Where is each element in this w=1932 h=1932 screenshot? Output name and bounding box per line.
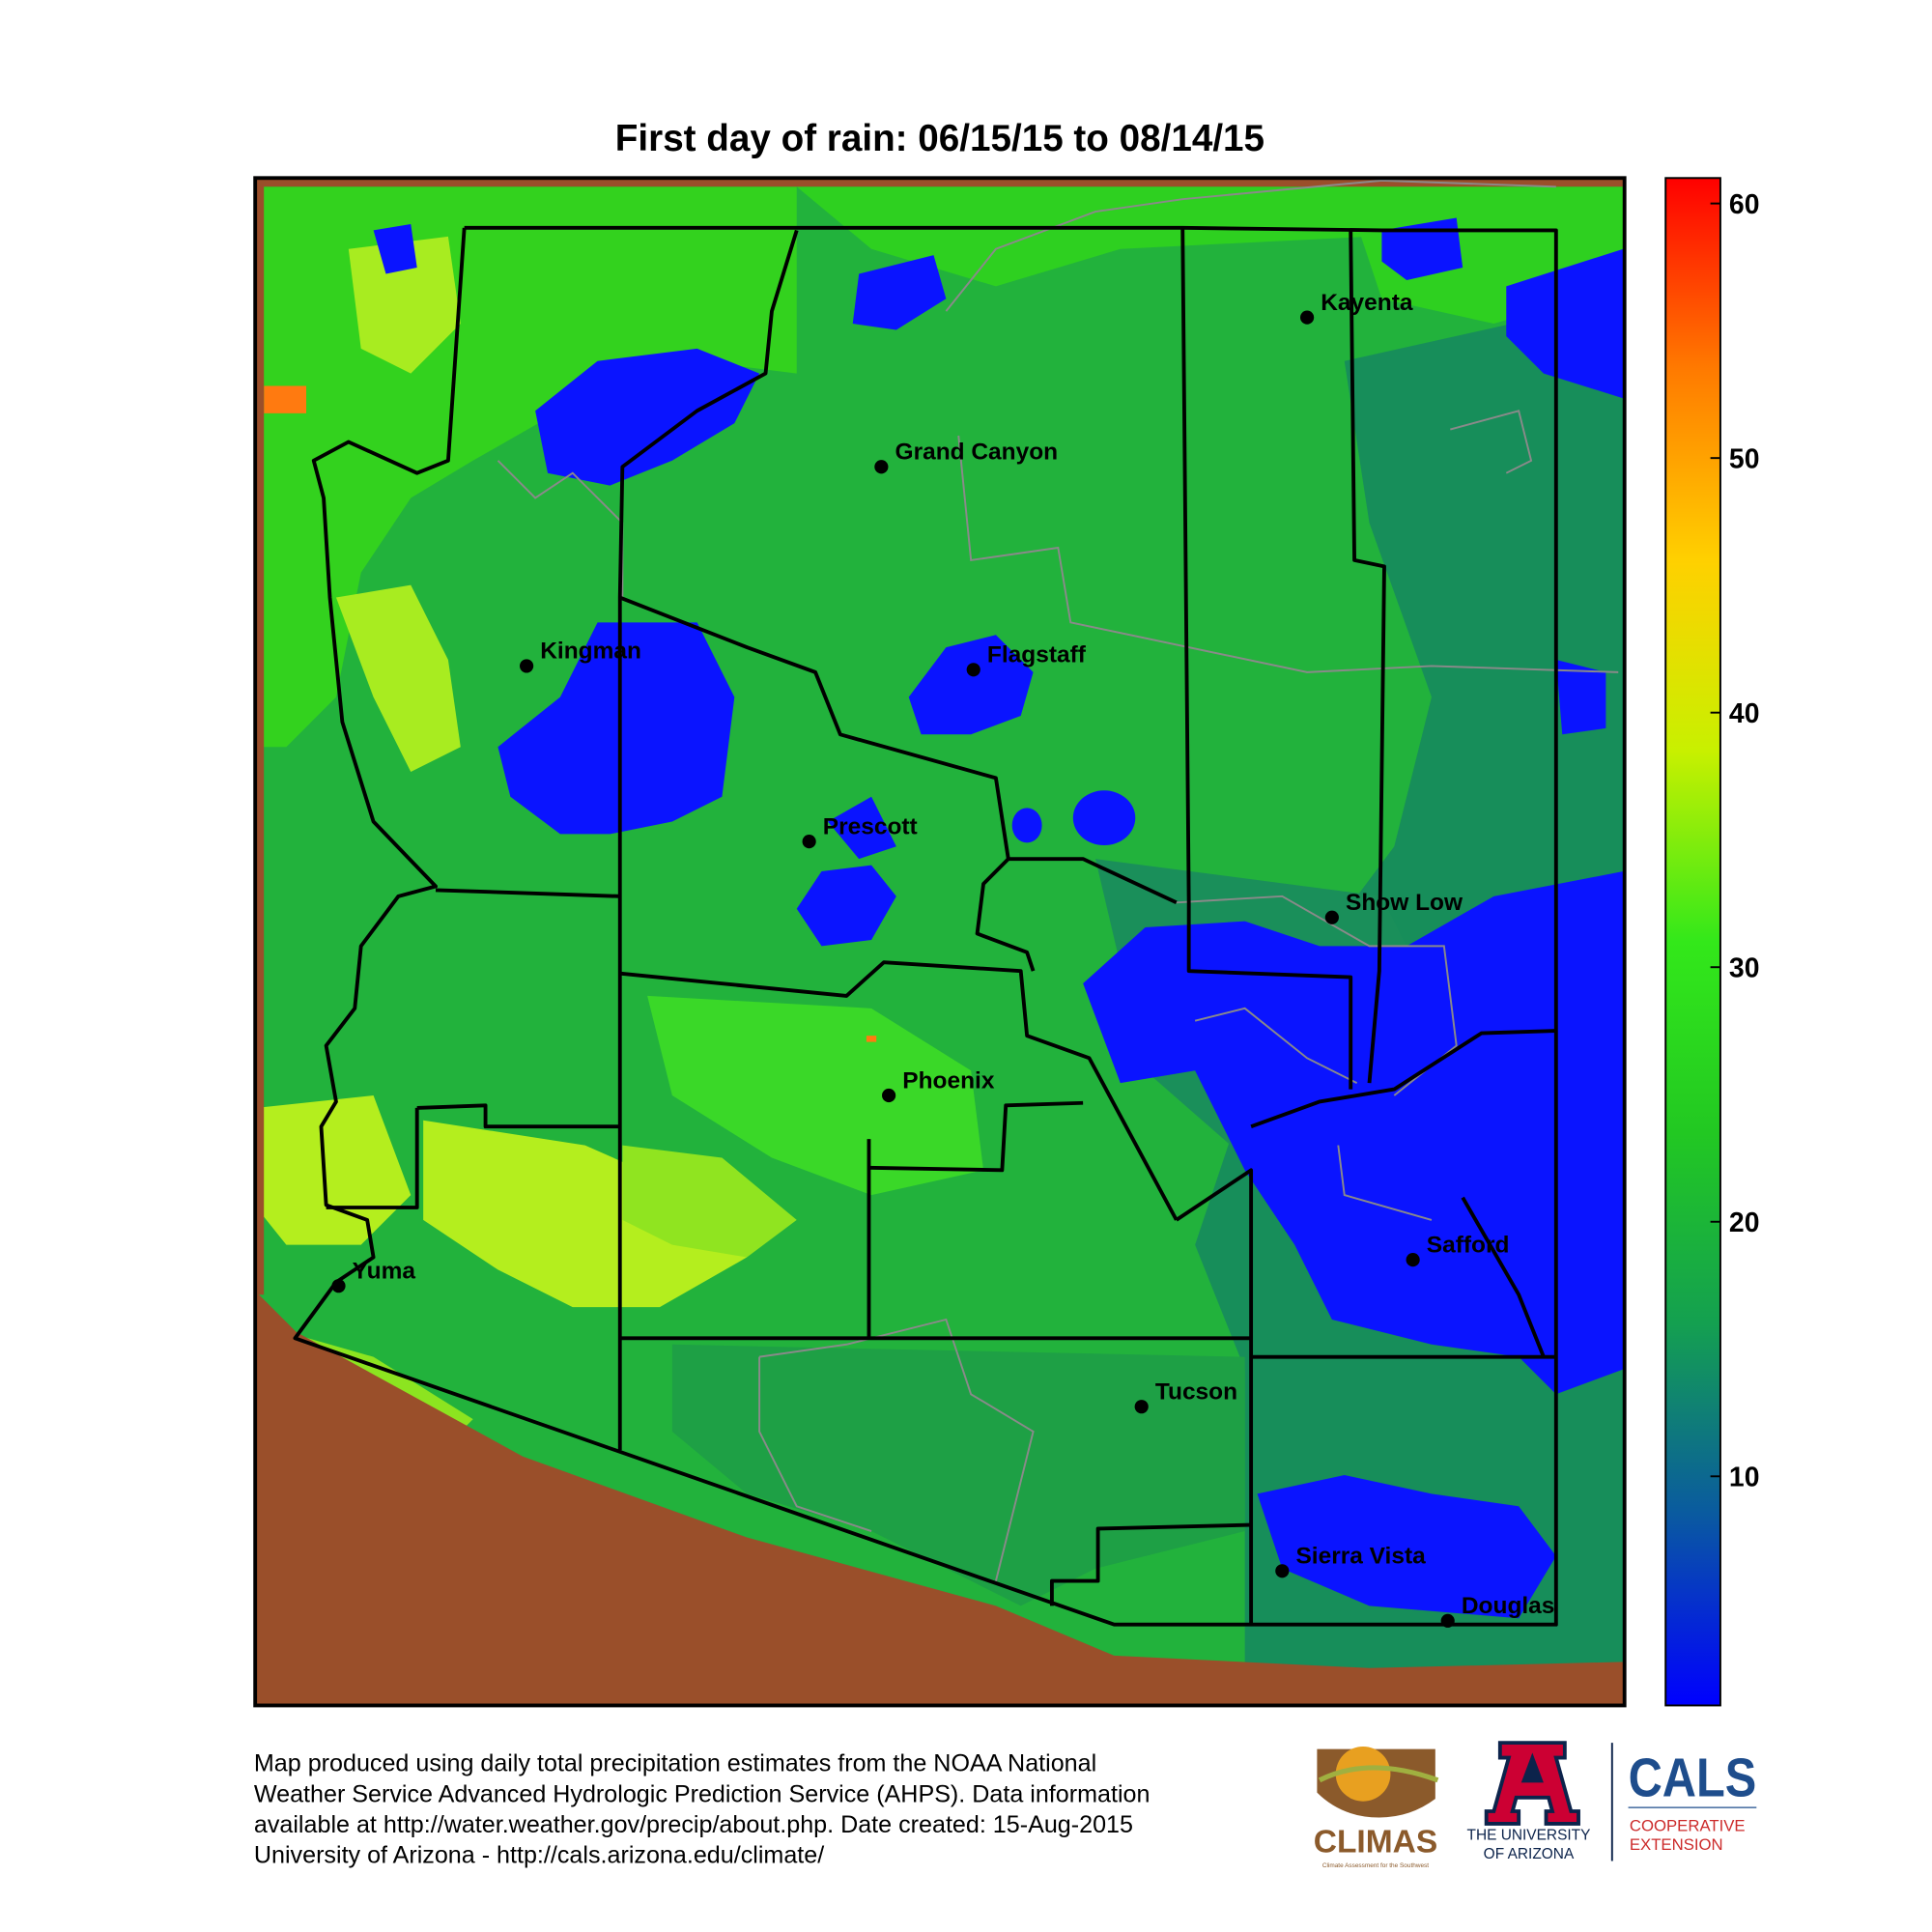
city-dot <box>1300 310 1315 325</box>
colorbar-tick-label: 10 <box>1729 1463 1760 1493</box>
ua-logo: THE UNIVERSITY OF ARIZONA <box>1467 1741 1591 1862</box>
footer: Map produced using daily total precipita… <box>254 1750 1151 1869</box>
footer-line: available at http://water.weather.gov/pr… <box>254 1811 1133 1838</box>
city-dot <box>1406 1253 1420 1267</box>
city-label: Grand Canyon <box>895 440 1059 466</box>
city-label: Phoenix <box>902 1067 995 1094</box>
city-dot <box>1324 910 1339 924</box>
city-label: Kingman <box>540 639 641 665</box>
city-label: Prescott <box>823 813 918 839</box>
climas-logo: CLIMAS Climate Assessment for the Southw… <box>1314 1746 1439 1869</box>
city-dot <box>1440 1613 1455 1628</box>
reservation-outlines <box>497 179 1619 1581</box>
city-dot <box>520 659 534 673</box>
footer-line: Map produced using daily total precipita… <box>254 1750 1096 1777</box>
colorbar: 10 20 30 40 50 60 <box>1664 177 1760 1707</box>
climas-name: CLIMAS <box>1314 1825 1437 1861</box>
city-dot <box>1275 1564 1290 1578</box>
city-dot <box>966 663 980 677</box>
city-dot <box>331 1279 346 1293</box>
map-title: First day of rain: 06/15/15 to 08/14/15 <box>615 118 1264 159</box>
colorbar-tick-label: 60 <box>1729 189 1760 220</box>
city-label: Kayenta <box>1321 290 1413 316</box>
city-dot <box>874 460 889 474</box>
city-label: Show Low <box>1346 890 1463 916</box>
city-label: Tucson <box>1155 1378 1237 1405</box>
footer-line: Weather Service Advanced Hydrologic Pred… <box>254 1780 1151 1807</box>
map-frame <box>253 176 1627 1708</box>
ua-name-1: THE UNIVERSITY <box>1467 1828 1591 1844</box>
city-label: Douglas <box>1462 1593 1555 1619</box>
county-borders <box>293 225 1558 1627</box>
city-label: Yuma <box>353 1258 416 1284</box>
city-label: Sierra Vista <box>1295 1544 1426 1570</box>
cals-name: CALS <box>1629 1748 1757 1809</box>
city-dot <box>882 1088 896 1103</box>
colorbar-tick-label: 50 <box>1729 443 1760 474</box>
city-label: Flagstaff <box>987 642 1087 668</box>
city-label: Safford <box>1427 1232 1510 1258</box>
cities: Kayenta Grand Canyon Kingman Flagstaff Presc… <box>331 290 1554 1628</box>
colorbar-tick-label: 20 <box>1729 1208 1760 1238</box>
colorbar-tick-label: 40 <box>1729 698 1760 729</box>
colorbar-tick-label: 30 <box>1729 953 1760 984</box>
ua-name-2: OF ARIZONA <box>1484 1846 1575 1862</box>
cals-sub-1: COOPERATIVE <box>1630 1817 1746 1835</box>
climas-tagline: Climate Assessment for the Southwest <box>1322 1862 1429 1869</box>
colorbar-scale <box>1664 177 1721 1707</box>
city-dot <box>802 835 816 849</box>
footer-line: University of Arizona - http://cals.ariz… <box>254 1841 824 1868</box>
city-dot <box>1134 1400 1149 1414</box>
cals-logo: CALS COOPERATIVE EXTENSION <box>1628 1748 1757 1854</box>
cals-sub-2: EXTENSION <box>1630 1835 1723 1854</box>
precip-field <box>256 179 1624 1705</box>
